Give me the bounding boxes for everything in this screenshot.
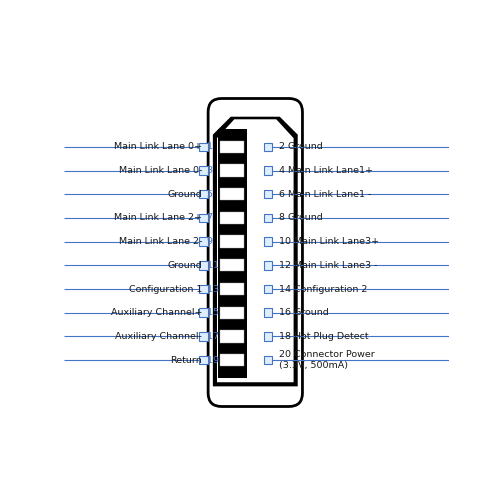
- Text: 11: 11: [204, 261, 220, 270]
- Bar: [200, 308, 207, 317]
- Bar: [220, 354, 244, 366]
- Bar: [200, 332, 207, 340]
- Bar: [220, 330, 244, 342]
- Bar: [264, 261, 272, 270]
- Bar: [218, 130, 246, 378]
- Text: 10 Main Link Lane3+: 10 Main Link Lane3+: [280, 237, 380, 246]
- Polygon shape: [214, 118, 296, 386]
- Bar: [264, 356, 272, 364]
- Text: 8 Ground: 8 Ground: [280, 214, 323, 222]
- Text: 9: 9: [204, 237, 214, 246]
- Bar: [220, 236, 244, 248]
- Text: 19: 19: [204, 356, 220, 364]
- Text: 20 Connector Power
(3.3V, 500mA): 20 Connector Power (3.3V, 500mA): [280, 350, 375, 370]
- Text: Ground: Ground: [168, 261, 202, 270]
- Bar: [264, 332, 272, 340]
- Text: Auxiliary Channel+: Auxiliary Channel+: [111, 308, 202, 317]
- Text: 17: 17: [204, 332, 220, 341]
- Text: Ground: Ground: [168, 190, 202, 198]
- Text: 6 Main Link Lane1 -: 6 Main Link Lane1 -: [280, 190, 372, 198]
- Bar: [220, 259, 244, 272]
- Text: 12 Main Link Lane3 -: 12 Main Link Lane3 -: [280, 261, 378, 270]
- Bar: [200, 261, 207, 270]
- Bar: [264, 214, 272, 222]
- Bar: [220, 283, 244, 295]
- Bar: [200, 214, 207, 222]
- Text: 5: 5: [204, 190, 214, 198]
- Text: Return: Return: [170, 356, 202, 364]
- Text: Main Link Lane 2+: Main Link Lane 2+: [114, 214, 202, 222]
- Text: 18 Hot Plug Detect: 18 Hot Plug Detect: [280, 332, 369, 341]
- Text: 2 Ground: 2 Ground: [280, 142, 323, 152]
- Text: Main Link Lane 0+: Main Link Lane 0+: [114, 142, 202, 152]
- Bar: [200, 142, 207, 151]
- Text: 13: 13: [204, 284, 220, 294]
- Bar: [220, 140, 244, 153]
- Bar: [264, 142, 272, 151]
- Bar: [220, 212, 244, 224]
- Bar: [220, 306, 244, 319]
- Text: 1: 1: [204, 142, 214, 152]
- Bar: [220, 188, 244, 200]
- FancyBboxPatch shape: [208, 98, 302, 406]
- Text: 7: 7: [204, 214, 214, 222]
- Text: 14 Configuration 2: 14 Configuration 2: [280, 284, 368, 294]
- Text: 4 Main Link Lane1+: 4 Main Link Lane1+: [280, 166, 374, 175]
- Bar: [200, 285, 207, 293]
- Bar: [264, 166, 272, 175]
- Bar: [200, 190, 207, 198]
- Text: 3: 3: [204, 166, 214, 175]
- Bar: [264, 308, 272, 317]
- Bar: [200, 238, 207, 246]
- Bar: [264, 285, 272, 293]
- Text: Configuration 1: Configuration 1: [129, 284, 202, 294]
- Text: Main Link Lane 2-: Main Link Lane 2-: [119, 237, 202, 246]
- Text: 16 Ground: 16 Ground: [280, 308, 329, 317]
- Bar: [200, 356, 207, 364]
- Bar: [264, 238, 272, 246]
- Bar: [220, 164, 244, 176]
- Text: Auxiliary Channel-: Auxiliary Channel-: [116, 332, 202, 341]
- Bar: [264, 190, 272, 198]
- Text: Main Link Lane 0-: Main Link Lane 0-: [119, 166, 202, 175]
- Text: 15: 15: [204, 308, 220, 317]
- Bar: [200, 166, 207, 175]
- Polygon shape: [217, 120, 294, 382]
